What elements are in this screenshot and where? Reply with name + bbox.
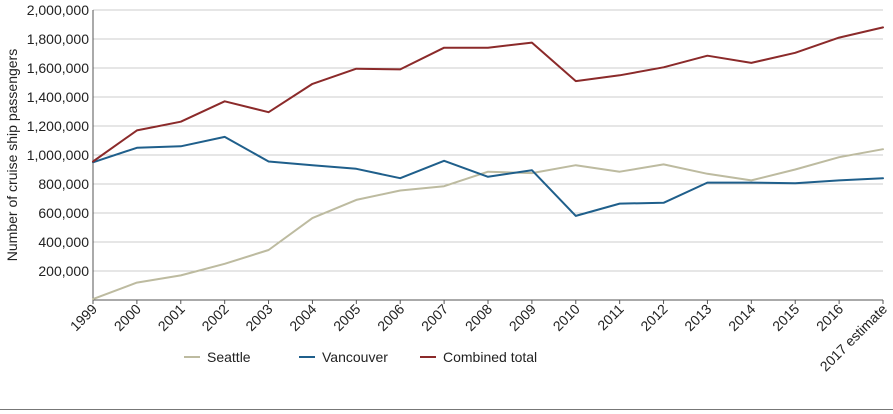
- y-tick-label: 1,200,000: [27, 118, 89, 134]
- x-tick-label: 2015: [769, 301, 802, 334]
- y-tick-label: 2,000,000: [27, 2, 89, 18]
- x-tick-label: 2008: [462, 301, 495, 334]
- series-line-vancouver: [92, 135, 884, 217]
- x-tick-label: 2013: [681, 301, 714, 334]
- legend-item: Combined total: [420, 349, 537, 365]
- x-tick-label: 2003: [242, 301, 275, 334]
- x-tick-label: 2001: [155, 301, 188, 334]
- series-lines: [92, 26, 884, 301]
- x-tick-label: 2012: [637, 301, 670, 334]
- gridlines: [93, 9, 883, 272]
- y-tick-label: 400,000: [38, 234, 89, 250]
- x-tick-label: 2011: [594, 301, 627, 334]
- series-line-seattle: [92, 148, 884, 301]
- bottom-divider: [0, 409, 893, 410]
- x-tick-label: 2002: [198, 301, 231, 334]
- y-tick-label: 600,000: [38, 205, 89, 221]
- legend-label: Seattle: [207, 349, 251, 365]
- y-tick-label: 1,600,000: [27, 60, 89, 76]
- y-tick-label: 200,000: [38, 263, 89, 279]
- legend-item: Seattle: [184, 349, 251, 365]
- y-tick-label: 1,800,000: [27, 31, 89, 47]
- legend-item: Vancouver: [299, 349, 388, 365]
- x-tick-label: 2004: [286, 301, 319, 334]
- legend-label: Vancouver: [322, 349, 388, 365]
- x-tick-label: 2006: [374, 301, 407, 334]
- x-tick-label: 2007: [418, 301, 451, 334]
- x-tick-label: 2005: [330, 301, 363, 334]
- x-tick-label: 2009: [506, 301, 539, 334]
- y-tick-label: 800,000: [38, 176, 89, 192]
- legend-label: Combined total: [443, 349, 537, 365]
- y-tick-label: 1,000,000: [27, 147, 89, 163]
- y-tick-label: 1,400,000: [27, 89, 89, 105]
- axes: [92, 10, 884, 304]
- series-line-combined-total: [92, 26, 884, 163]
- x-tick-label: 1999: [67, 301, 100, 334]
- x-tick-label: 2010: [550, 301, 583, 334]
- x-tick-label: 2000: [111, 301, 144, 334]
- y-axis-title: Number of cruise ship passengers: [4, 49, 20, 261]
- x-tick-label: 2016: [813, 301, 846, 334]
- x-tick-label: 2014: [725, 301, 758, 334]
- y-tick-labels: 200,000 400,000 600,000 800,000 1,000,000 1,2…: [27, 2, 90, 279]
- legend: Seattle Vancouver Combined total: [184, 349, 537, 365]
